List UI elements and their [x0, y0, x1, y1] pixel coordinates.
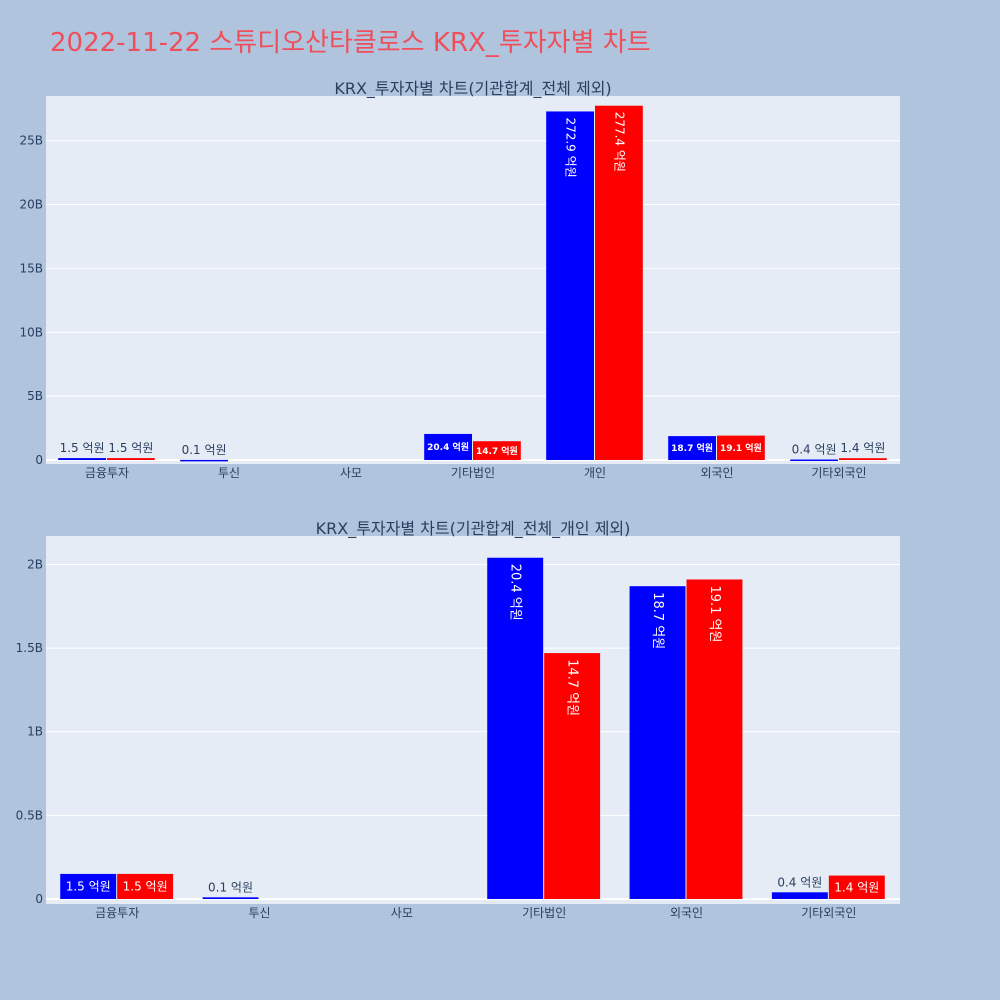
bar [839, 458, 887, 460]
bar-value-label: 0.1 억원 [208, 880, 253, 894]
bar-value-label: 1.5 억원 [66, 880, 111, 894]
y-tick-label: 10B [19, 325, 43, 339]
bar [487, 557, 544, 899]
bar-value-label: 14.7 억원 [476, 445, 518, 457]
x-tick-label: 금융투자 [85, 466, 129, 480]
plot-area [46, 536, 900, 904]
bar-value-label: 0.4 억원 [792, 442, 837, 456]
x-tick-label: 개인 [584, 466, 606, 480]
y-tick-label: 20B [19, 198, 43, 212]
bar-value-label: 1.4 억원 [834, 880, 879, 894]
bar [629, 586, 686, 899]
bar-value-label: 0.1 억원 [182, 443, 227, 457]
chart-title: KRX_투자자별 차트(기관합계_전체_개인 제외) [316, 519, 631, 539]
x-tick-label: 외국인 [700, 466, 733, 480]
bar [58, 458, 106, 460]
x-tick-label: 투신 [248, 906, 270, 920]
bar [544, 653, 601, 899]
bar [546, 111, 594, 460]
x-tick-label: 기타법인 [451, 466, 495, 480]
x-tick-label: 투신 [218, 466, 240, 480]
bar [790, 459, 838, 461]
bar [180, 459, 228, 462]
bar [117, 873, 174, 899]
x-tick-label: 기타외국인 [801, 906, 856, 920]
x-tick-label: 금융투자 [95, 906, 139, 920]
bar-value-label: 1.5 억원 [108, 441, 153, 455]
bar [424, 433, 472, 460]
chart-1: 0 5B 10B 15B 20B 25B KRX_투자자별 차트(기관합계_전체 제외) 금융… [19, 79, 900, 480]
y-tick-label: 1B [27, 725, 43, 739]
bar-value-label: 19.1 억원 [707, 585, 722, 642]
bar [60, 873, 117, 899]
bar [771, 892, 828, 899]
y-tick-label: 0 [35, 453, 43, 467]
bar-value-label: 0.4 억원 [777, 875, 822, 889]
bar [828, 875, 885, 899]
x-tick-label: 기타외국인 [811, 466, 866, 480]
chart-2: 0 0.5B 1B 1.5B 2B KRX_투자자별 차트(기관합계_전체_개인 제외) 금… [16, 519, 900, 920]
y-tick-label: 25B [19, 134, 43, 148]
bar-value-label: 19.1 억원 [720, 442, 762, 454]
bar-value-label: 20.4 억원 [508, 564, 523, 621]
chart-title: KRX_투자자별 차트(기관합계_전체 제외) [334, 79, 611, 99]
bar [107, 458, 155, 460]
bar-value-label: 277.4 억원 [612, 112, 626, 172]
bar-value-label: 20.4 억원 [427, 441, 469, 453]
bar-value-label: 18.7 억원 [671, 442, 713, 454]
bar-value-label: 14.7 억원 [565, 659, 580, 716]
y-tick-label: 1.5B [16, 641, 43, 655]
bar [668, 436, 716, 460]
bar [717, 435, 765, 460]
bar-value-label: 1.5 억원 [60, 441, 105, 455]
bar [202, 897, 259, 899]
bar-value-label: 18.7 억원 [650, 592, 665, 649]
bar [595, 105, 643, 460]
bar-value-label: 1.4 억원 [840, 441, 885, 455]
bar-value-label: 272.9 억원 [564, 117, 578, 177]
y-tick-label: 5B [27, 389, 43, 403]
plot-area [46, 96, 900, 464]
y-tick-label: 0 [35, 892, 43, 906]
x-tick-label: 기타법인 [522, 906, 566, 920]
y-tick-label: 2B [27, 557, 43, 571]
x-tick-label: 사모 [340, 466, 362, 480]
bar-value-label: 1.5 억원 [123, 880, 168, 894]
bar [686, 579, 743, 899]
bar [473, 441, 521, 460]
page-title: 2022-11-22 스튜디오산타클로스 KRX_투자자별 차트 [50, 28, 651, 58]
y-tick-label: 15B [19, 261, 43, 275]
x-tick-label: 외국인 [670, 906, 703, 920]
x-tick-label: 사모 [391, 906, 413, 920]
y-tick-label: 0.5B [16, 808, 43, 822]
